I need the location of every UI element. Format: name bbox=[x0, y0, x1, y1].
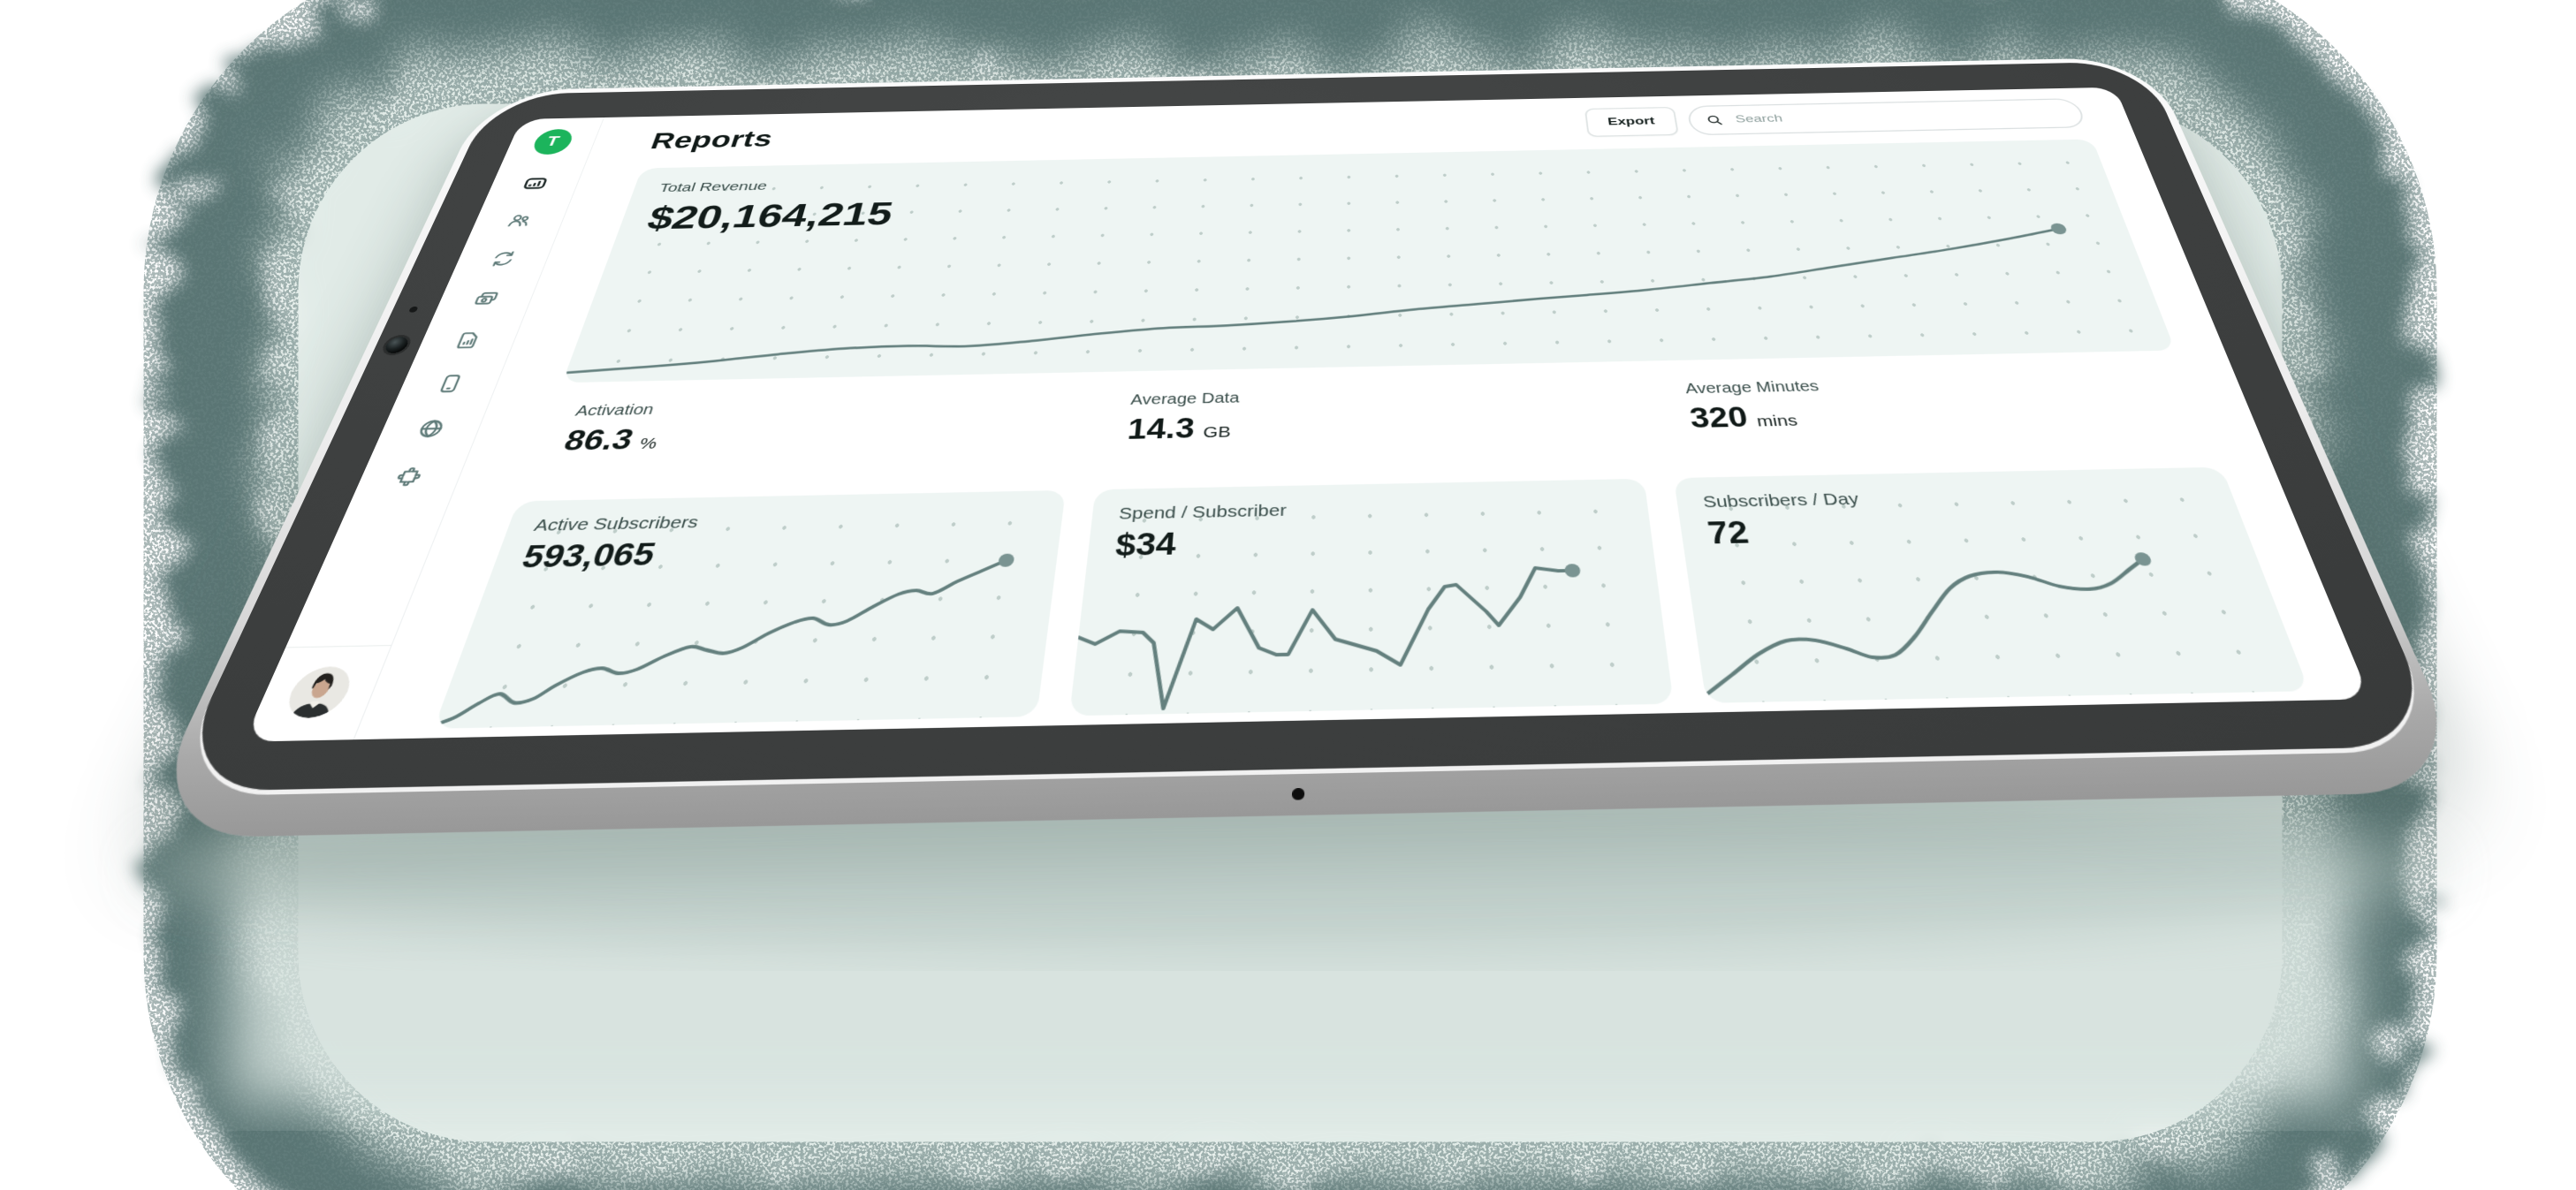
mini-cards-row: Active Subscribers 593,065 Spend / Subsc… bbox=[433, 466, 2310, 729]
card-label: Spend / Subscriber bbox=[1118, 501, 1288, 524]
subscribers-per-day-line-chart bbox=[1681, 552, 2309, 701]
revenue-line-chart bbox=[564, 223, 2174, 378]
stat-unit: GB bbox=[1202, 423, 1232, 442]
stat-unit: mins bbox=[1755, 412, 1799, 430]
sidebar-item-customers[interactable] bbox=[501, 210, 537, 231]
active-subscribers-line-chart bbox=[434, 553, 1015, 727]
total-revenue-value: $20,164,215 bbox=[642, 195, 897, 237]
sidebar-item-devices[interactable] bbox=[429, 371, 469, 396]
sidebar-item-sim[interactable] bbox=[449, 329, 488, 352]
stat-average-minutes: Average Minutes 320 mins bbox=[1660, 371, 2213, 455]
card-value: 72 bbox=[1705, 516, 1752, 551]
search-box[interactable] bbox=[1686, 98, 2088, 136]
stat-value: 320 bbox=[1687, 402, 1751, 435]
sidebar-item-integrations[interactable] bbox=[390, 463, 432, 489]
search-input[interactable] bbox=[1732, 106, 2068, 126]
avatar-image bbox=[279, 666, 357, 719]
spend-chart-area bbox=[1070, 527, 1673, 714]
card-label: Subscribers / Day bbox=[1701, 489, 1861, 512]
app-screen: T bbox=[243, 87, 2371, 742]
export-button[interactable]: Export bbox=[1584, 106, 1679, 138]
integrations-puzzle-icon bbox=[392, 464, 429, 488]
spend-per-subscriber-card: Spend / Subscriber $34 bbox=[1069, 478, 1674, 716]
stat-activation: Activation 86.3 % bbox=[527, 393, 1078, 478]
card-value: $34 bbox=[1113, 527, 1178, 564]
user-avatar[interactable] bbox=[279, 666, 357, 719]
card-value: 593,065 bbox=[517, 537, 659, 575]
active-subscribers-card: Active Subscribers 593,065 bbox=[433, 489, 1067, 729]
sidebar-item-billing[interactable] bbox=[467, 287, 505, 310]
billing-cards-icon bbox=[469, 289, 503, 309]
sim-card-icon bbox=[451, 330, 485, 350]
sidebar-divider bbox=[285, 645, 391, 648]
revenue-chart-area bbox=[564, 212, 2174, 378]
tablet-mockup: T bbox=[134, 0, 2476, 839]
total-revenue-label: Total Revenue bbox=[657, 178, 770, 195]
total-revenue-card: Total Revenue $20,164,215 bbox=[562, 139, 2176, 383]
subscribers-per-day-chart-area bbox=[1681, 516, 2309, 701]
main-content: Reports Export bbox=[354, 87, 2371, 740]
device-icon bbox=[432, 373, 467, 394]
subscribers-per-day-card: Subscribers / Day 72 bbox=[1673, 466, 2310, 703]
card-label: Active Subscribers bbox=[531, 512, 701, 535]
stat-unit: % bbox=[636, 435, 660, 453]
customers-icon bbox=[503, 211, 535, 230]
active-subscribers-chart-area bbox=[434, 540, 1060, 727]
spend-line-chart bbox=[1070, 564, 1673, 714]
